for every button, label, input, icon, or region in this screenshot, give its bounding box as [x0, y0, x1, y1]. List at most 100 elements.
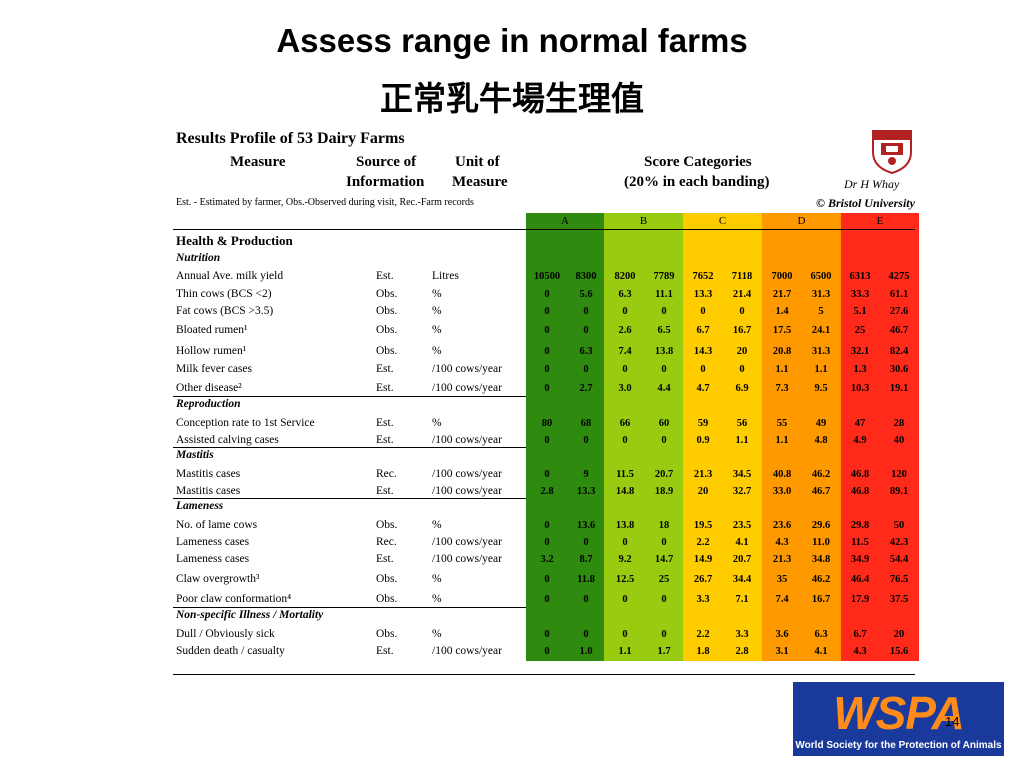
score-value: 0 — [622, 435, 628, 446]
score-value: 46.2 — [811, 574, 831, 585]
score-value: 80 — [541, 418, 553, 429]
score-value: 1.7 — [657, 646, 671, 657]
score-value: 13.6 — [576, 520, 596, 531]
unit-cell: % — [432, 345, 442, 357]
score-value: 7.1 — [735, 594, 749, 605]
score-value: 55 — [776, 418, 788, 429]
score-value: 46.8 — [850, 469, 870, 480]
score-value: 42.3 — [889, 537, 909, 548]
unit-cell: /100 cows/year — [432, 382, 502, 394]
band-d — [762, 213, 841, 661]
score-value: 6.3 — [579, 346, 593, 357]
score-value: 25 — [658, 574, 670, 585]
score-value: 21.3 — [693, 469, 713, 480]
measure-cell: Lameness cases — [176, 553, 250, 565]
measure-cell: Mastitis cases — [176, 485, 241, 497]
score-value: 0 — [544, 629, 550, 640]
score-value: 46.7 — [889, 325, 909, 336]
score-value: 5 — [818, 306, 824, 317]
band-b — [604, 213, 683, 661]
university-crest — [870, 128, 914, 175]
unit-cell: % — [432, 573, 442, 585]
measure-cell: Assisted calving cases — [176, 434, 279, 446]
score-value: 11.0 — [812, 537, 830, 548]
score-value: 7.4 — [775, 594, 789, 605]
unit-cell: /100 cows/year — [432, 485, 502, 497]
score-value: 18.9 — [654, 486, 674, 497]
score-value: 40.8 — [772, 469, 792, 480]
source-cell: Rec. — [376, 468, 397, 480]
score-value: 89.1 — [889, 486, 909, 497]
unit-cell: % — [432, 593, 442, 605]
score-value: 6.5 — [657, 325, 671, 336]
source-cell: Est. — [376, 417, 394, 429]
score-value: 3.3 — [735, 629, 749, 640]
score-value: 1.4 — [775, 306, 789, 317]
score-value: 34.8 — [811, 554, 831, 565]
band-label: E — [876, 215, 884, 227]
score-value: 18 — [658, 520, 670, 531]
score-value: 1.0 — [579, 646, 593, 657]
score-value: 5.1 — [853, 306, 867, 317]
score-value: 29.8 — [850, 520, 870, 531]
score-value: 3.6 — [775, 629, 789, 640]
page-number: 14 — [945, 714, 960, 729]
score-value: 4.4 — [657, 383, 671, 394]
bottom-rule — [173, 674, 915, 675]
score-value: 0 — [661, 629, 667, 640]
score-value: 7000 — [771, 271, 793, 282]
unit-cell: % — [432, 305, 442, 317]
table-row: Claw overgrowth³ Obs.% 0 11.8 12.5 25 26.7 34.4… — [0, 571, 1024, 588]
score-value: 33.3 — [850, 289, 870, 300]
score-value: 13.8 — [615, 520, 635, 531]
score-value: 82.4 — [889, 346, 909, 357]
score-value: 20 — [697, 486, 709, 497]
score-value: 4.7 — [696, 383, 710, 394]
section-heading: Lameness — [176, 500, 224, 512]
score-value: 7789 — [653, 271, 675, 282]
score-value: 1.1 — [775, 364, 789, 375]
score-value: 4.9 — [853, 435, 867, 446]
source-cell: Obs. — [376, 324, 398, 336]
score-value: 33.0 — [772, 486, 792, 497]
unit-cell: % — [432, 324, 442, 336]
band-c — [683, 213, 762, 661]
source-cell: Est. — [376, 434, 394, 446]
slide-title: Assess range in normal farms — [276, 22, 748, 59]
score-value: 4.8 — [814, 435, 828, 446]
score-value: 31.3 — [811, 346, 831, 357]
score-value: 46.7 — [811, 486, 831, 497]
score-value: 7652 — [692, 271, 714, 282]
score-value: 0.9 — [696, 435, 710, 446]
score-value: 1.1 — [618, 646, 632, 657]
score-value: 0 — [739, 306, 745, 317]
copyright: © Bristol University — [816, 196, 915, 210]
score-value: 11.5 — [851, 537, 869, 548]
score-value: 0 — [583, 306, 589, 317]
score-value: 16.7 — [732, 325, 752, 336]
score-value: 15.6 — [889, 646, 909, 657]
source-cell: Obs. — [376, 593, 398, 605]
score-value: 6.7 — [696, 325, 710, 336]
score-value: 0 — [661, 364, 667, 375]
source-cell: Est. — [376, 382, 394, 394]
score-value: 6.7 — [853, 629, 867, 640]
unit-cell: /100 cows/year — [432, 553, 502, 565]
score-value: 20.7 — [654, 469, 674, 480]
score-value: 13.8 — [654, 346, 674, 357]
score-value: 0 — [544, 364, 550, 375]
score-value: 14.3 — [693, 346, 713, 357]
score-value: 8.7 — [579, 554, 593, 565]
score-value: 25 — [854, 325, 866, 336]
score-value: 0 — [583, 537, 589, 548]
score-value: 27.6 — [889, 306, 909, 317]
score-value: 0 — [544, 383, 550, 394]
score-value: 0 — [544, 289, 550, 300]
score-value: 19.5 — [693, 520, 713, 531]
source-cell: Obs. — [376, 345, 398, 357]
measure-cell: Poor claw conformation⁴ — [176, 593, 292, 605]
source-cell: Est. — [376, 485, 394, 497]
score-value: 24.1 — [811, 325, 831, 336]
measure-cell: Annual Ave. milk yield — [176, 270, 284, 282]
score-value: 10500 — [533, 271, 561, 282]
